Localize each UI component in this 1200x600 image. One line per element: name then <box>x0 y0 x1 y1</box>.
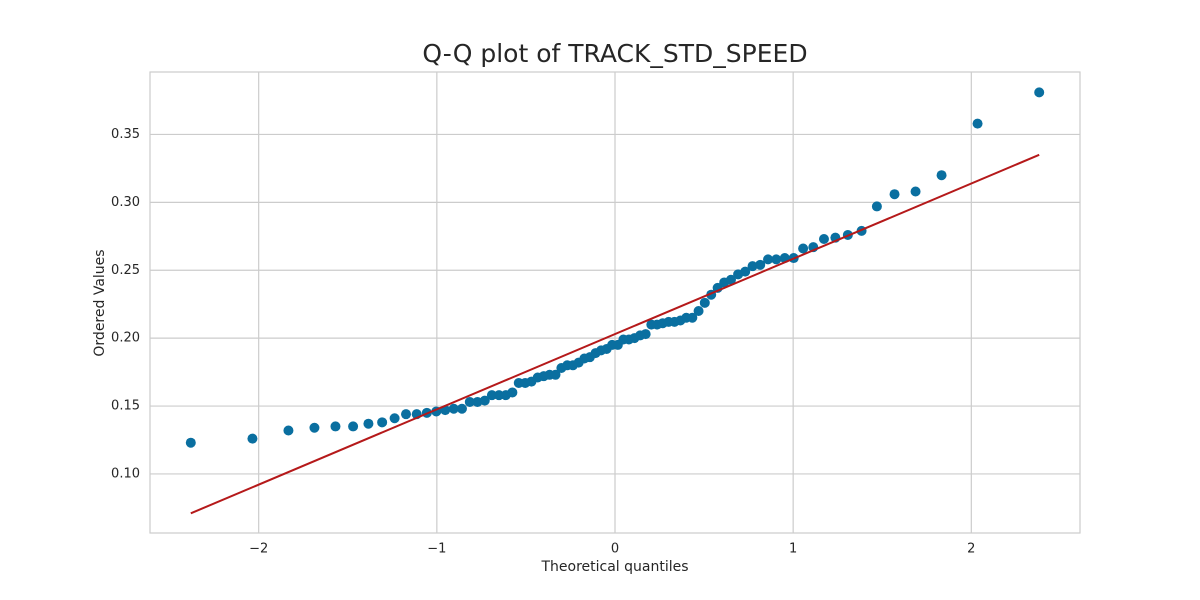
point <box>456 403 467 414</box>
point <box>247 433 258 444</box>
point <box>377 417 388 428</box>
fit-line <box>190 153 1040 515</box>
point <box>699 297 710 308</box>
point <box>693 305 704 316</box>
point <box>507 387 518 398</box>
y-tick-label: 0.35 <box>111 127 140 142</box>
chart-title: Q-Q plot of TRACK_STD_SPEED <box>422 39 807 68</box>
point <box>401 409 412 420</box>
point <box>747 261 758 272</box>
point <box>972 118 983 129</box>
point <box>889 189 900 200</box>
point <box>725 274 736 285</box>
x-axis-label: Theoretical quantiles <box>540 559 688 575</box>
x-tick-label: 1 <box>789 542 797 557</box>
x-tick-label: 0 <box>611 542 619 557</box>
point <box>389 413 400 424</box>
y-tick-label: 0.10 <box>111 466 140 481</box>
point <box>348 421 359 432</box>
y-tick-label: 0.25 <box>111 263 140 278</box>
point <box>1034 87 1045 98</box>
point <box>687 312 698 323</box>
point <box>640 329 651 340</box>
point <box>763 254 774 265</box>
point <box>910 186 921 197</box>
y-tick-label: 0.30 <box>111 195 140 210</box>
point <box>486 390 497 401</box>
point <box>283 425 294 436</box>
y-axis-label: Ordered Values <box>92 249 108 356</box>
point <box>330 421 341 432</box>
point <box>309 422 320 433</box>
point <box>755 259 766 270</box>
point <box>798 243 809 254</box>
y-tick-label: 0.15 <box>111 399 140 414</box>
point <box>740 266 751 277</box>
point <box>871 201 882 212</box>
point <box>550 369 561 380</box>
point <box>771 254 782 265</box>
point <box>936 170 947 181</box>
point <box>185 437 196 448</box>
point <box>818 234 829 245</box>
point <box>363 418 374 429</box>
x-tick-label: −1 <box>427 542 446 557</box>
point <box>464 396 475 407</box>
x-tick-label: −2 <box>249 542 268 557</box>
y-tick-label: 0.20 <box>111 331 140 346</box>
x-tick-label: 2 <box>967 542 975 557</box>
point <box>479 395 490 406</box>
point <box>448 403 459 414</box>
